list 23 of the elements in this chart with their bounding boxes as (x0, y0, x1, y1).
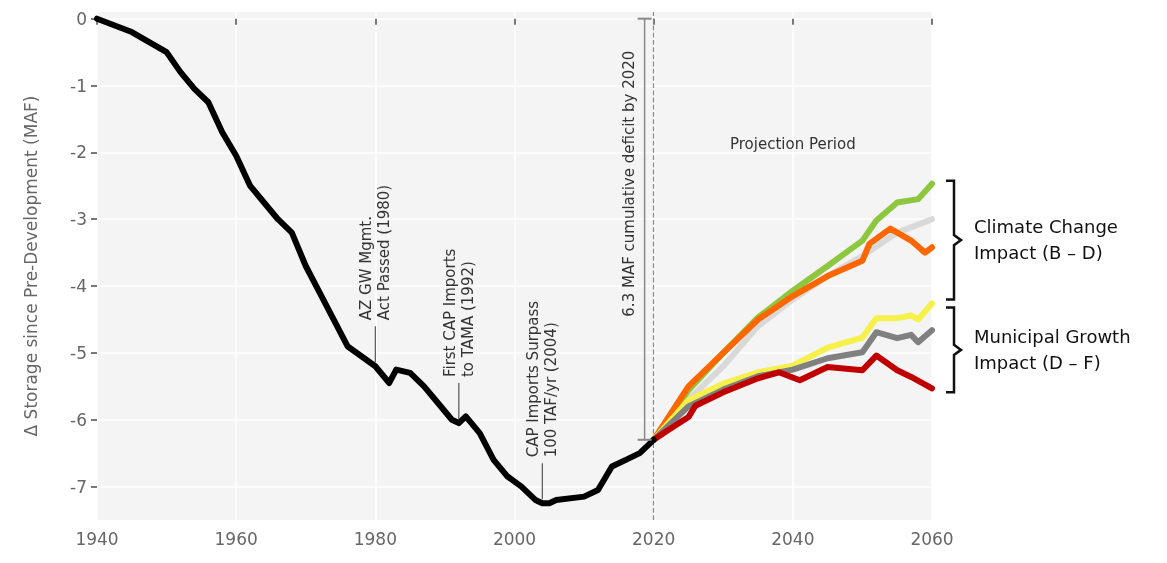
y-tick-label: 0 (76, 8, 87, 29)
y-tick-label: -5 (70, 342, 87, 363)
x-tick-label: 2020 (632, 528, 676, 549)
y-tick-label: -2 (70, 142, 87, 163)
x-tick-label: 1980 (353, 528, 397, 549)
x-tick-label: 2000 (492, 528, 537, 549)
y-tick-label: -1 (70, 75, 87, 96)
x-tick-label: 2040 (771, 528, 815, 549)
annotation: AZ GW Mgmt. Act Passed (1980) (357, 184, 394, 321)
x-tick-label: 1940 (75, 528, 119, 549)
annotation: CAP Imports Surpass 100 TAF/yr (2004) (524, 300, 561, 458)
text: Climate Change Impact (B – D) (974, 215, 1118, 266)
y-tick-label: -7 (70, 476, 87, 497)
y-axis-title: Δ Storage since Pre-Development (MAF) (20, 95, 41, 437)
text: Municipal Growth Impact (D – F) (974, 324, 1131, 375)
y-tick-label: -6 (70, 409, 87, 430)
x-tick-label: 2060 (910, 528, 954, 549)
y-tick-label: -4 (70, 276, 87, 297)
annotation: 6.3 MAF cumulative deficit by 2020 (619, 50, 638, 317)
annotation: First CAP Imports to TAMA (1992) (440, 248, 477, 378)
annotation: Projection Period (729, 135, 856, 153)
y-tick-label: -3 (70, 209, 87, 230)
x-tick-label: 1960 (214, 528, 258, 549)
